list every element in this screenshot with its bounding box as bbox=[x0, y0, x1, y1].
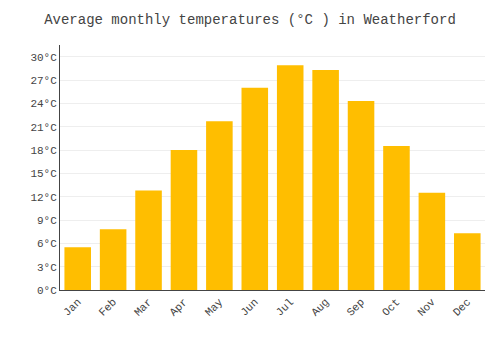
svg-text:15°C: 15°C bbox=[30, 168, 57, 180]
svg-text:Average monthly temperatures (: Average monthly temperatures (°C ) in We… bbox=[44, 12, 456, 28]
svg-text:Sep: Sep bbox=[345, 296, 367, 318]
svg-text:Jun: Jun bbox=[238, 296, 260, 318]
svg-text:21°C: 21°C bbox=[30, 122, 57, 134]
svg-text:12°C: 12°C bbox=[30, 192, 57, 204]
svg-text:Feb: Feb bbox=[97, 296, 119, 318]
svg-text:Aug: Aug bbox=[309, 296, 331, 318]
svg-text:6°C: 6°C bbox=[37, 238, 57, 250]
svg-text:Dec: Dec bbox=[451, 296, 473, 318]
svg-text:Oct: Oct bbox=[380, 296, 402, 318]
svg-text:0°C: 0°C bbox=[37, 285, 57, 297]
svg-text:3°C: 3°C bbox=[37, 262, 57, 274]
svg-text:30°C: 30°C bbox=[30, 52, 57, 64]
svg-text:Apr: Apr bbox=[167, 296, 189, 318]
svg-text:Jan: Jan bbox=[61, 296, 83, 318]
svg-text:27°C: 27°C bbox=[30, 75, 57, 87]
svg-text:24°C: 24°C bbox=[30, 98, 57, 110]
svg-text:May: May bbox=[203, 296, 226, 319]
svg-text:9°C: 9°C bbox=[37, 215, 57, 227]
svg-text:Nov: Nov bbox=[415, 296, 438, 319]
svg-text:Jul: Jul bbox=[274, 296, 296, 318]
svg-text:Mar: Mar bbox=[132, 296, 154, 318]
svg-text:18°C: 18°C bbox=[30, 145, 57, 157]
